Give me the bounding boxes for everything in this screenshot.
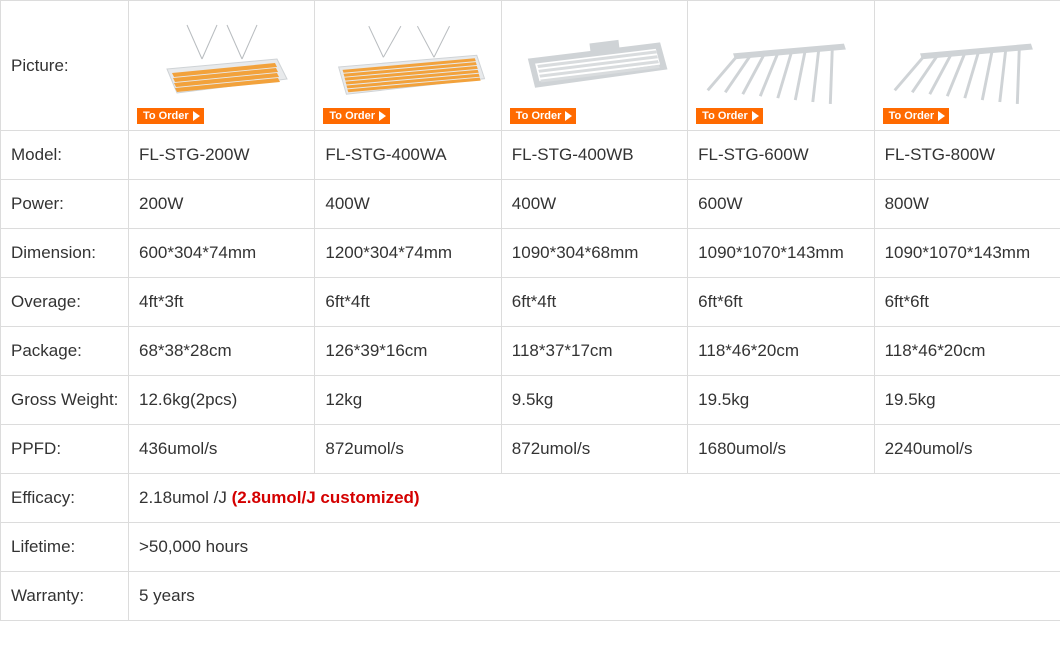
row-warranty: Warranty: 5 years [1,572,1060,621]
dimension-3: 1090*1070*143mm [688,229,874,278]
gross-weight-1: 12kg [315,376,501,425]
model-1: FL-STG-400WA [315,131,501,180]
row-lifetime: Lifetime: >50,000 hours [1,523,1060,572]
dimension-4: 1090*1070*143mm [874,229,1060,278]
cell-picture-4: To Order [874,1,1060,131]
grow-light-spider-8bar-icon [698,18,863,114]
coverage-1: 6ft*4ft [315,278,501,327]
dimension-2: 1090*304*68mm [501,229,687,278]
cell-picture-1: To Order [315,1,501,131]
power-0: 200W [129,180,315,229]
to-order-label: To Order [516,110,562,122]
spec-table: Picture: To Order [0,0,1060,621]
power-4: 800W [874,180,1060,229]
model-0: FL-STG-200W [129,131,315,180]
gross-weight-4: 19.5kg [874,376,1060,425]
row-package: Package: 68*38*28cm 126*39*16cm 118*37*1… [1,327,1060,376]
to-order-label: To Order [143,110,189,122]
coverage-3: 6ft*6ft [688,278,874,327]
row-efficacy: Efficacy: 2.18umol /J (2.8umol/J customi… [1,474,1060,523]
label-package: Package: [1,327,129,376]
label-efficacy: Efficacy: [1,474,129,523]
to-order-label: To Order [889,110,935,122]
to-order-link-1[interactable]: To Order [323,108,390,124]
arrow-right-icon [379,111,386,121]
dimension-1: 1200*304*74mm [315,229,501,278]
to-order-label: To Order [329,110,375,122]
grow-light-panel-4bar-icon [139,18,304,114]
model-3: FL-STG-600W [688,131,874,180]
arrow-right-icon [938,111,945,121]
cell-picture-3: To Order [688,1,874,131]
label-power: Power: [1,180,129,229]
gross-weight-0: 12.6kg(2pcs) [129,376,315,425]
row-coverage: Overage: 4ft*3ft 6ft*4ft 6ft*4ft 6ft*6ft… [1,278,1060,327]
label-ppfd: PPFD: [1,425,129,474]
row-model: Model: FL-STG-200W FL-STG-400WA FL-STG-4… [1,131,1060,180]
power-2: 400W [501,180,687,229]
row-gross-weight: Gross Weight: 12.6kg(2pcs) 12kg 9.5kg 19… [1,376,1060,425]
ppfd-3: 1680umol/s [688,425,874,474]
cell-picture-0: To Order [129,1,315,131]
package-0: 68*38*28cm [129,327,315,376]
package-3: 118*46*20cm [688,327,874,376]
coverage-4: 6ft*6ft [874,278,1060,327]
model-4: FL-STG-800W [874,131,1060,180]
dimension-0: 600*304*74mm [129,229,315,278]
grow-light-spider-8bar-icon [885,18,1050,114]
power-3: 600W [688,180,874,229]
cell-picture-2: To Order [501,1,687,131]
grow-light-frame-4bar-icon [512,18,677,114]
power-1: 400W [315,180,501,229]
label-picture: Picture: [1,1,129,131]
arrow-right-icon [752,111,759,121]
row-dimension: Dimension: 600*304*74mm 1200*304*74mm 10… [1,229,1060,278]
package-2: 118*37*17cm [501,327,687,376]
label-lifetime: Lifetime: [1,523,129,572]
model-2: FL-STG-400WB [501,131,687,180]
gross-weight-3: 19.5kg [688,376,874,425]
label-gross-weight: Gross Weight: [1,376,129,425]
label-warranty: Warranty: [1,572,129,621]
row-ppfd: PPFD: 436umol/s 872umol/s 872umol/s 1680… [1,425,1060,474]
ppfd-0: 436umol/s [129,425,315,474]
gross-weight-2: 9.5kg [501,376,687,425]
row-picture: Picture: To Order [1,1,1060,131]
arrow-right-icon [193,111,200,121]
to-order-link-3[interactable]: To Order [696,108,763,124]
coverage-2: 6ft*4ft [501,278,687,327]
efficacy-base: 2.18umol /J [139,488,232,507]
label-coverage: Overage: [1,278,129,327]
to-order-link-4[interactable]: To Order [883,108,950,124]
ppfd-1: 872umol/s [315,425,501,474]
coverage-0: 4ft*3ft [129,278,315,327]
lifetime-value: >50,000 hours [129,523,1060,572]
to-order-link-0[interactable]: To Order [137,108,204,124]
warranty-value: 5 years [129,572,1060,621]
arrow-right-icon [565,111,572,121]
ppfd-4: 2240umol/s [874,425,1060,474]
package-4: 118*46*20cm [874,327,1060,376]
package-1: 126*39*16cm [315,327,501,376]
label-dimension: Dimension: [1,229,129,278]
efficacy-customized: (2.8umol/J customized) [232,488,420,507]
ppfd-2: 872umol/s [501,425,687,474]
label-model: Model: [1,131,129,180]
grow-light-panel-6bar-icon [325,18,490,114]
row-power: Power: 200W 400W 400W 600W 800W [1,180,1060,229]
to-order-label: To Order [702,110,748,122]
efficacy-value: 2.18umol /J (2.8umol/J customized) [129,474,1060,523]
to-order-link-2[interactable]: To Order [510,108,577,124]
